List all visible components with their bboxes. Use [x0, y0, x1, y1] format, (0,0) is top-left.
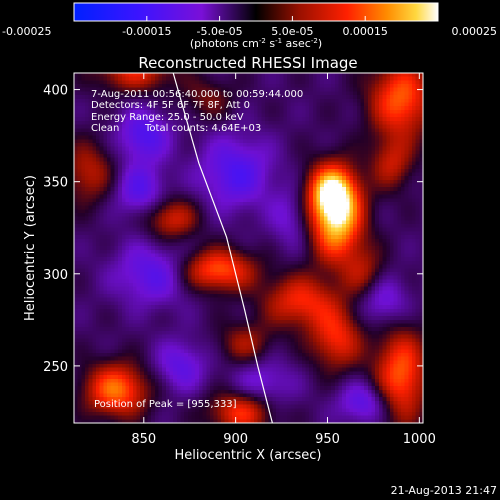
- x-tick-label: 900: [223, 432, 248, 447]
- annotation-energy: Energy Range: 25.0 - 50.0 keV: [91, 112, 244, 123]
- colorbar-tick-label: -0.00025: [2, 25, 51, 38]
- chart-title: Reconstructed RHESSI Image: [138, 54, 357, 72]
- colorbar-tick-label: 5.0e-05: [271, 25, 313, 38]
- plot-frame: [73, 72, 424, 424]
- solar-limb-line: [172, 73, 273, 423]
- annotation-counts: Total counts: 4.64E+03: [144, 123, 261, 134]
- heatmap-image: [74, 73, 423, 423]
- y-axis-label: Heliocentric Y (arcsec): [23, 175, 38, 321]
- annotation-clean: Clean: [91, 123, 119, 134]
- colorbar-unit-label: (photons cm-2 s-1 asec-2): [190, 37, 322, 50]
- y-tick-label: 250: [43, 360, 68, 375]
- heatmap-image-wrapper: [74, 73, 423, 423]
- x-axis-label: Heliocentric X (arcsec): [175, 448, 322, 463]
- annotation-time: 7-Aug-2011 00:56:40.000 to 00:59:44.000: [91, 89, 303, 100]
- colorbar: [73, 2, 439, 22]
- axes: 850 900 950 1000 250 300 350 400: [43, 73, 436, 447]
- annotation-detectors: Detectors: 4F 5F 6F 7F 8F, Att 0: [91, 100, 250, 111]
- y-tick-label: 400: [43, 84, 68, 99]
- colorbar-tick-label: 0.00015: [342, 25, 388, 38]
- colorbar-tick-labels: -0.00025 -0.00015 -5.0e-05 5.0e-05 0.00015 0.…: [2, 25, 497, 38]
- colorbar-tick-label: 0.00025: [452, 25, 498, 38]
- colorbar-ticks: [73, 16, 439, 21]
- y-tick-label: 300: [43, 268, 68, 283]
- y-tick-label: 350: [43, 176, 68, 191]
- x-tick-label: 950: [315, 432, 340, 447]
- footer-timestamp: 21-Aug-2013 21:47: [391, 484, 497, 497]
- x-tick-label: 850: [131, 432, 156, 447]
- colorbar-tick-label: -5.0e-05: [196, 25, 242, 38]
- x-tick-label: 1000: [403, 432, 436, 447]
- colorbar-tick-label: -0.00015: [122, 25, 171, 38]
- annotation-peak: Position of Peak = [955,333]: [94, 399, 237, 410]
